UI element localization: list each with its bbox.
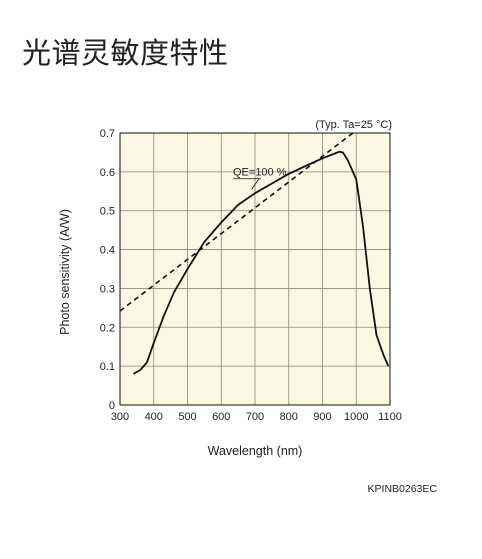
x-tick-label: 700: [246, 411, 264, 423]
y-tick-label: 0.7: [100, 128, 115, 140]
y-tick-label: 0.6: [100, 167, 115, 179]
x-tick-label: 900: [313, 411, 331, 423]
y-tick-label: 0.4: [100, 245, 115, 257]
y-tick-label: 0.3: [100, 283, 115, 295]
x-tick-label: 1100: [378, 411, 402, 423]
x-tick-label: 1000: [344, 411, 368, 423]
qe-100-reference-line: [119, 132, 354, 312]
photo-sensitivity-curve: [133, 150, 390, 375]
qe-annotation-leader: [251, 178, 260, 190]
y-tick-label: 0: [109, 400, 115, 412]
x-tick-label: 300: [111, 411, 129, 423]
page-title: 光谱灵敏度特性: [22, 36, 229, 70]
y-tick-label: 0.1: [100, 361, 115, 373]
y-tick-label: 0.5: [100, 206, 115, 218]
y-axis-title: Photo sensitivity (A/W): [58, 209, 72, 335]
y-tick-label: 0.2: [100, 322, 115, 334]
tick-labels: 300 400 500 600 700 800 900 1000 1100 0 0.1 0.2 0.3 0…: [100, 128, 402, 423]
x-tick-label: 500: [178, 411, 196, 423]
x-tick-label: 400: [145, 411, 163, 423]
series-layer: QE=100 %: [119, 132, 390, 375]
grid: [120, 133, 390, 405]
x-tick-label: 800: [280, 411, 298, 423]
x-tick-label: 600: [212, 411, 230, 423]
qe-annotation-label: QE=100 %: [233, 167, 287, 179]
condition-note: (Typ. Ta=25 °C): [315, 119, 392, 131]
part-code: KPINB0263EC: [368, 483, 438, 495]
x-axis-title: Wavelength (nm): [208, 444, 303, 458]
plot-frame: [119, 132, 391, 406]
